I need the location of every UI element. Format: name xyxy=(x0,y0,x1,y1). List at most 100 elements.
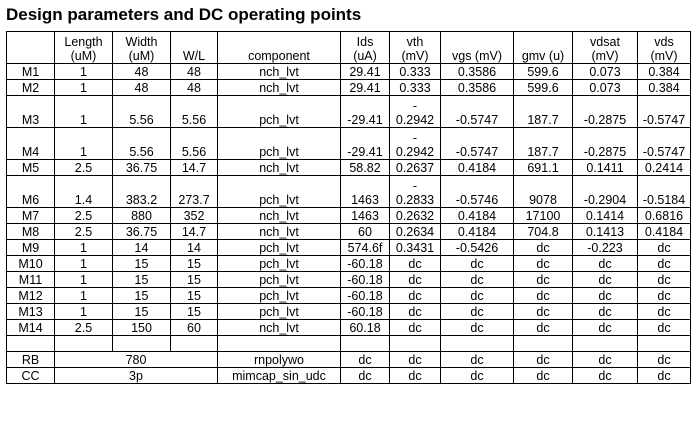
table-cell: dc xyxy=(513,303,573,320)
header-cell: vdsat (mV) xyxy=(572,31,638,64)
table-cell: 60 xyxy=(170,319,218,336)
page-title: Design parameters and DC operating point… xyxy=(6,5,362,24)
table-cell: -0.5747 xyxy=(440,95,514,128)
table-cell: 1 xyxy=(54,79,113,96)
table-cell: 2.5 xyxy=(54,223,113,240)
table-cell: dc xyxy=(637,271,691,288)
header-line-1 xyxy=(173,35,215,49)
table-cell: nch_lvt xyxy=(217,207,341,224)
table-cell: 9078 xyxy=(513,175,573,208)
table-cell: pch_lvt xyxy=(217,255,341,272)
table-cell: 383.2 xyxy=(112,175,171,208)
device-name-cell: M7 xyxy=(6,207,55,224)
vth-value: 0.2942 xyxy=(395,145,435,159)
empty-cell xyxy=(572,335,638,352)
header-line-1 xyxy=(443,35,511,49)
vth-dash: - xyxy=(412,131,418,145)
passive-row: RB 780 rnpolywo dc dc dc dc dc dc xyxy=(6,351,691,368)
table-cell: 1 xyxy=(54,255,113,272)
table-cell: 0.073 xyxy=(572,63,638,80)
table-cell: 17100 xyxy=(513,207,573,224)
header-line-2: (mV) xyxy=(591,49,619,63)
table-cell: 2.5 xyxy=(54,319,113,336)
table-row: M8 2.5 36.75 14.7 nch_lvt 60 0.2634 0.4184 704.8… xyxy=(6,223,691,240)
header-cell: Width (uM) xyxy=(112,31,171,64)
passive-name-cell: RB xyxy=(6,351,55,368)
table-cell: 15 xyxy=(170,271,218,288)
table-cell: -29.41 xyxy=(340,127,390,160)
dc-operating-points-table: Length (uM) Width (uM) W/L component Ids (uA)… xyxy=(6,31,691,384)
table-cell: 48 xyxy=(170,79,218,96)
table-cell: 5.56 xyxy=(170,127,218,160)
device-name-cell: M5 xyxy=(6,159,55,176)
table-cell: dc xyxy=(637,255,691,272)
table-row: M5 2.5 36.75 14.7 nch_lvt 58.82 0.2637 0.4184 69… xyxy=(6,159,691,176)
table-cell: nch_lvt xyxy=(217,63,341,80)
table-cell: -0.2904 xyxy=(572,175,638,208)
device-name-cell: M10 xyxy=(6,255,55,272)
table-cell: 2.5 xyxy=(54,159,113,176)
table-cell: 15 xyxy=(112,255,171,272)
table-cell: pch_lvt xyxy=(217,95,341,128)
header-cell: vds (mV) xyxy=(637,31,691,64)
device-name-cell: M9 xyxy=(6,239,55,256)
header-line-1 xyxy=(516,35,570,49)
empty-cell xyxy=(340,335,390,352)
table-cell: 0.6816 xyxy=(637,207,691,224)
table-cell: dc xyxy=(513,255,573,272)
vth-value: 0.2833 xyxy=(395,193,435,207)
table-cell: dc xyxy=(513,271,573,288)
table-cell: -29.41 xyxy=(340,95,390,128)
table-cell: dc xyxy=(389,319,441,336)
passive-row: CC 3p mimcap_sin_udc dc dc dc dc dc dc xyxy=(6,367,691,384)
table-cell: -0.5746 xyxy=(440,175,514,208)
empty-cell xyxy=(6,335,55,352)
table-cell: dc xyxy=(440,303,514,320)
table-row: M6 1.4 383.2 273.7 pch_lvt 1463-0.2833 -0.5746… xyxy=(6,175,691,208)
table-cell: 48 xyxy=(170,63,218,80)
table-cell: 15 xyxy=(170,255,218,272)
table-cell: 5.56 xyxy=(112,95,171,128)
table-cell: -0.5747 xyxy=(637,95,691,128)
table-cell: 187.7 xyxy=(513,127,573,160)
device-name-cell: M14 xyxy=(6,319,55,336)
table-row: M2 1 48 48 nch_lvt 29.41 0.333 0.3586 599.6 0.073… xyxy=(6,79,691,96)
table-cell: 0.2637 xyxy=(389,159,441,176)
device-name-cell: M3 xyxy=(6,95,55,128)
table-cell: 150 xyxy=(112,319,171,336)
table-cell: 15 xyxy=(170,303,218,320)
table-cell: dc xyxy=(572,255,638,272)
table-cell: 704.8 xyxy=(513,223,573,240)
table-cell: 1 xyxy=(54,127,113,160)
table-cell: -0.2942 xyxy=(389,127,441,160)
header-line-1 xyxy=(220,35,338,49)
table-cell: dc xyxy=(637,287,691,304)
table-cell: 48 xyxy=(112,79,171,96)
table-cell: 691.1 xyxy=(513,159,573,176)
table-cell: 1463 xyxy=(340,175,390,208)
device-name-cell: M6 xyxy=(6,175,55,208)
header-line-2: gmv (u) xyxy=(521,49,565,63)
header-line-1: vdsat xyxy=(590,35,620,49)
table-cell: -0.5747 xyxy=(637,127,691,160)
header-line-2: vgs (mV) xyxy=(452,49,502,63)
table-cell: -0.2833 xyxy=(389,175,441,208)
table-cell: dc xyxy=(440,351,514,368)
table-cell: 0.384 xyxy=(637,63,691,80)
table-cell: 599.6 xyxy=(513,79,573,96)
table-cell: dc xyxy=(440,255,514,272)
table-cell: dc xyxy=(637,351,691,368)
passive-component-cell: rnpolywo xyxy=(217,351,341,368)
header-cell xyxy=(6,31,55,64)
table-cell: 0.1414 xyxy=(572,207,638,224)
table-cell: dc xyxy=(513,367,573,384)
table-cell: nch_lvt xyxy=(217,319,341,336)
table-cell: 15 xyxy=(112,287,171,304)
empty-cell xyxy=(170,335,218,352)
device-name-cell: M11 xyxy=(6,271,55,288)
table-cell: dc xyxy=(637,367,691,384)
table-cell: 0.3586 xyxy=(440,79,514,96)
empty-cell xyxy=(112,335,171,352)
table-cell: dc xyxy=(513,351,573,368)
header-line-1: Width xyxy=(125,35,158,49)
